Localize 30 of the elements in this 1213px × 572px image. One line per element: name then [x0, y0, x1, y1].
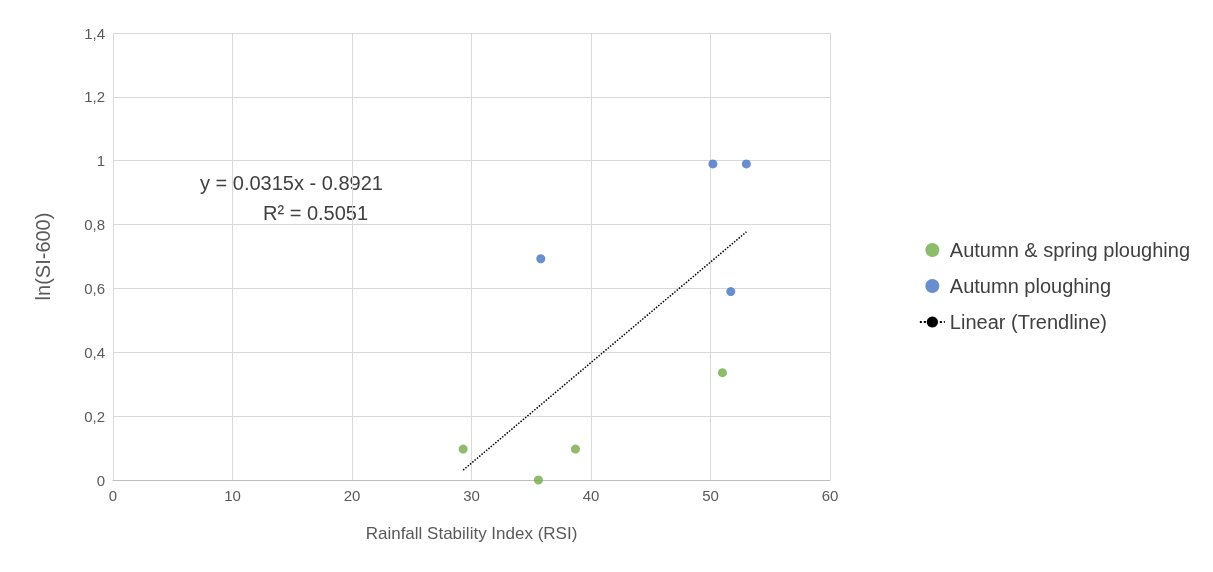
x-tick-label: 0 [108, 487, 118, 504]
y-axis-title: ln(SI-600) [32, 212, 54, 301]
point [533, 475, 543, 485]
x-axis-title: Rainfall Stability Index (RSI) [365, 524, 578, 543]
x-tick-label: 60 [821, 487, 839, 504]
y-tick-label: 0,4 [84, 343, 105, 361]
x-tick-label: 30 [463, 487, 480, 504]
x-tick-label: 40 [582, 487, 600, 504]
legend-label: Autumn & spring ploughing [949, 239, 1190, 261]
legend-label: Linear (Trendline) [949, 311, 1107, 333]
annotation: R² = 0.5051 [263, 202, 369, 224]
legend-label: Autumn ploughing [949, 275, 1112, 297]
point [741, 159, 751, 169]
point [536, 254, 546, 264]
point [458, 444, 468, 454]
y-tick-label: 0,2 [84, 407, 105, 425]
y-tick-label: 1,2 [84, 88, 105, 106]
point [570, 444, 580, 454]
y-tick-label: 0 [96, 471, 105, 489]
point [717, 368, 727, 378]
y-tick-label: 0,8 [84, 216, 105, 234]
point [708, 159, 718, 169]
x-tick-label: 10 [224, 487, 241, 504]
annotation: y = 0.0315x - 0.8921 [200, 172, 383, 194]
x-tick-label: 20 [343, 487, 361, 504]
y-tick-label: 1,4 [84, 24, 105, 42]
y-tick-label: 0,6 [84, 279, 105, 297]
x-tick-label: 50 [702, 487, 719, 504]
point [726, 287, 736, 297]
y-tick-label: 1 [96, 152, 105, 170]
